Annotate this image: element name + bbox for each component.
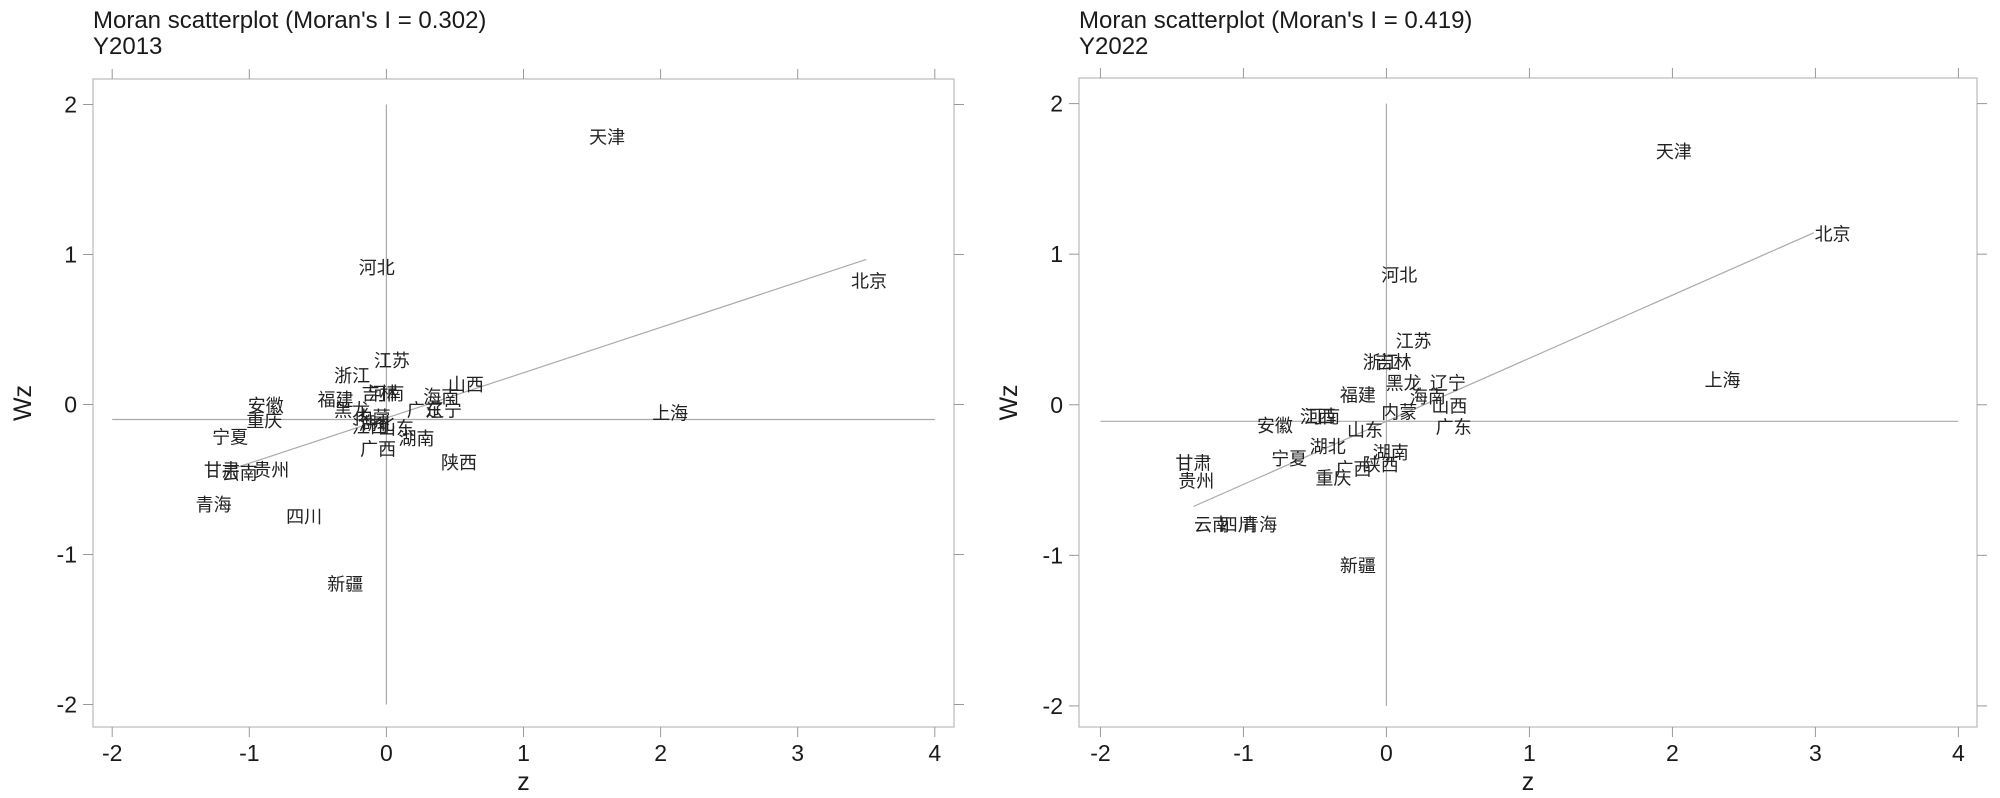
y-axis-label: Wz (995, 384, 1023, 420)
point-label: 浙江 (334, 366, 370, 387)
chart-title: Moran scatterplot (Moran's I = 0.302) (93, 7, 486, 34)
point-label: 广西 (1336, 460, 1372, 481)
point-label: 黑龙 (1386, 374, 1422, 395)
point-label: 江苏 (1396, 332, 1432, 353)
x-axis-label: z (1522, 768, 1535, 796)
point-label: 广东 (1436, 417, 1472, 438)
point-label: 海南 (1410, 387, 1446, 408)
point-label: 江苏 (374, 351, 410, 372)
x-tick-label: -2 (1090, 740, 1110, 766)
chart-subtitle: Y2022 (1079, 33, 1148, 60)
point-label: 贵州 (1178, 472, 1214, 493)
point-label: 北京 (851, 272, 887, 293)
point-label: 山西 (448, 375, 484, 396)
point-label: 贵州 (253, 461, 289, 482)
point-label: 陕西 (1363, 455, 1399, 476)
point-label: 青海 (1241, 515, 1277, 536)
point-label: 云南 (1194, 515, 1230, 536)
point-label: 四川 (286, 507, 322, 528)
point-label: 福建 (318, 390, 354, 411)
point-label: 宁夏 (1271, 449, 1307, 470)
point-label: 江西 (352, 417, 388, 438)
point-label: 湖南 (1373, 443, 1409, 464)
point-label: 海南 (423, 387, 459, 408)
point-label: 安徽 (1257, 416, 1293, 437)
point-label: 广东 (407, 401, 443, 422)
x-tick-label: 0 (380, 740, 393, 766)
x-tick-label: -2 (102, 740, 122, 766)
point-label: 宁夏 (212, 428, 248, 449)
point-label: 天津 (589, 128, 625, 149)
x-tick-label: -1 (239, 740, 259, 766)
y-tick-label: 2 (1050, 91, 1063, 117)
point-label: 陕西 (441, 453, 477, 474)
x-tick-label: 4 (928, 740, 941, 766)
point-label: 辽宁 (1430, 374, 1466, 395)
x-tick-label: 3 (791, 740, 804, 766)
point-label: 河北 (359, 258, 395, 279)
point-label: 湖北 (1310, 437, 1346, 458)
point-label: 重庆 (1316, 469, 1352, 490)
point-label: 福建 (1340, 386, 1376, 407)
point-label: 安徽 (248, 396, 284, 417)
point-label: 辽宁 (426, 401, 462, 422)
point-label: 吉林 (362, 384, 398, 405)
point-label: 新疆 (1340, 556, 1376, 577)
point-label: 河南 (368, 384, 404, 405)
point-label: 重庆 (246, 411, 282, 432)
point-label: 内蒙 (1381, 402, 1417, 423)
x-tick-label: 1 (517, 740, 530, 766)
point-label: 浙江 (1363, 353, 1399, 374)
y-tick-label: 2 (64, 92, 77, 118)
x-tick-label: 2 (1666, 740, 1679, 766)
point-label: 甘肃 (204, 461, 240, 482)
point-label: 江西 (1300, 407, 1336, 428)
fit-line (1193, 232, 1815, 508)
point-label: 山西 (1431, 396, 1467, 417)
point-label: 内蒙 (355, 408, 391, 429)
point-label: 天津 (1656, 142, 1692, 163)
y-tick-label: -1 (1043, 542, 1063, 568)
y-tick-label: -1 (57, 542, 77, 568)
chart-subtitle: Y2013 (93, 33, 162, 60)
point-label: 甘肃 (1175, 453, 1211, 474)
point-label: 云南 (222, 464, 258, 485)
x-tick-label: 3 (1809, 740, 1822, 766)
y-axis-label: Wz (9, 385, 37, 421)
point-label: 青海 (196, 495, 232, 516)
point-label: 新疆 (327, 575, 363, 596)
plot-frame (92, 78, 955, 728)
point-label: 上海 (1704, 371, 1740, 392)
point-label: 四川 (1220, 515, 1256, 536)
point-label: 河南 (1304, 407, 1340, 428)
point-label: 河北 (1381, 265, 1417, 286)
y-tick-label: -2 (57, 692, 77, 718)
point-label: 黑龙 (334, 401, 370, 422)
point-label: 北京 (1815, 225, 1851, 246)
y-tick-label: 1 (64, 242, 77, 268)
y-tick-label: -2 (1043, 693, 1063, 719)
y-tick-label: 0 (1050, 392, 1063, 418)
point-label: 吉林 (1376, 353, 1412, 374)
point-label: 广西 (360, 440, 396, 461)
x-tick-label: 0 (1380, 740, 1393, 766)
fit-line (221, 258, 867, 473)
y-tick-label: 1 (1050, 241, 1063, 267)
point-label: 山东 (378, 419, 414, 440)
x-tick-label: 4 (1952, 740, 1965, 766)
x-tick-label: -1 (1233, 740, 1253, 766)
x-tick-label: 2 (654, 740, 667, 766)
x-axis-label: z (517, 768, 530, 796)
x-tick-label: 1 (1523, 740, 1536, 766)
point-label: 山东 (1347, 420, 1383, 441)
point-label: 湖北 (359, 414, 395, 435)
y-tick-label: 0 (64, 392, 77, 418)
chart-title: Moran scatterplot (Moran's I = 0.419) (1079, 7, 1472, 34)
plot-frame (1078, 77, 1978, 728)
point-label: 上海 (652, 404, 688, 425)
point-label: 湖南 (399, 429, 435, 450)
